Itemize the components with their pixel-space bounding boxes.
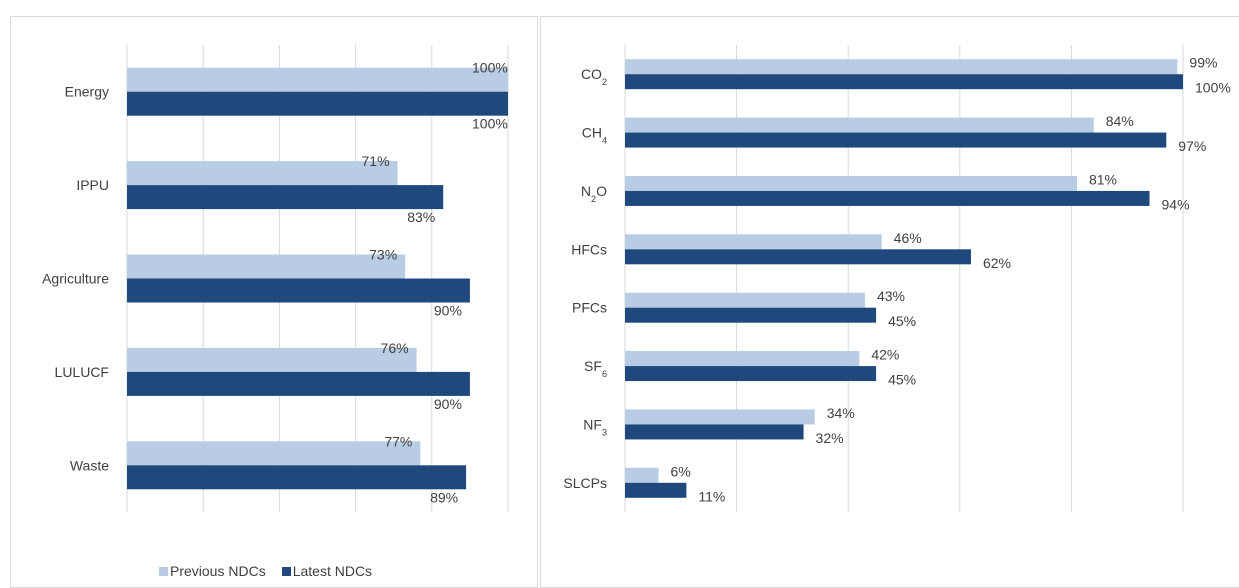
data-label-previous-agriculture: 73%: [369, 247, 397, 263]
data-label-previous-nf3: 34%: [827, 405, 855, 421]
data-label-latest-hfcs: 62%: [983, 255, 1011, 271]
category-label-agriculture: Agriculture: [42, 271, 109, 287]
data-label-latest-co2: 100%: [1195, 80, 1231, 96]
data-label-previous-lulucf: 76%: [381, 340, 409, 356]
legend-swatch-latest: [281, 566, 291, 576]
gas-chart-panel: CO2 99% 100% CH4 84% 97% N2O 81% 94% HFCs 46% 62% PF…: [540, 16, 1239, 588]
category-label-lulucf: LULUCF: [55, 364, 109, 380]
bar-latest-pfcs: [625, 307, 877, 323]
data-label-latest-n2o: 94%: [1162, 196, 1190, 212]
gas-chart: CO2 99% 100% CH4 84% 97% N2O 81% 94% HFCs 46% 62% PF…: [563, 45, 1231, 512]
bar-latest-energy: [127, 91, 508, 116]
bar-latest-waste: [127, 465, 467, 490]
legend-swatch-previous: [159, 566, 168, 576]
category-label-co2: CO2: [581, 66, 607, 87]
category-label-nf3: NF3: [583, 416, 607, 437]
bar-previous-nf3: [625, 409, 815, 425]
bar-previous-hfcs: [625, 234, 882, 250]
data-label-latest-waste: 89%: [430, 489, 458, 505]
category-label-ippu: IPPU: [76, 177, 109, 193]
data-label-latest-energy: 100%: [472, 116, 508, 132]
category-label-n2o: N2O: [581, 183, 607, 204]
legend-item-previous: Previous NDCs: [159, 563, 266, 579]
bar-previous-sf6: [625, 351, 860, 367]
data-label-previous-ch4: 84%: [1106, 113, 1134, 129]
bar-latest-n2o: [625, 190, 1150, 206]
bar-previous-n2o: [625, 175, 1077, 191]
category-label-pfcs: PFCs: [572, 300, 607, 316]
bar-previous-slcps: [625, 467, 659, 483]
bar-latest-co2: [625, 74, 1183, 90]
data-label-latest-ch4: 97%: [1178, 138, 1206, 154]
data-label-latest-agriculture: 90%: [434, 303, 462, 319]
data-label-previous-ippu: 71%: [362, 153, 390, 169]
category-label-waste: Waste: [70, 457, 109, 473]
legend-item-latest: Latest NDCs: [281, 563, 373, 579]
category-label-energy: Energy: [65, 84, 109, 100]
bar-previous-waste: [127, 441, 421, 466]
bar-latest-ippu: [127, 185, 444, 210]
category-label-sf6: SF6: [584, 358, 607, 379]
data-label-previous-waste: 77%: [384, 433, 412, 449]
bar-previous-ippu: [127, 161, 398, 186]
bar-previous-lulucf: [127, 347, 417, 372]
category-label-slcps: SLCPs: [563, 475, 607, 491]
bar-previous-pfcs: [625, 292, 865, 308]
data-label-latest-sf6: 45%: [888, 372, 916, 388]
data-label-latest-nf3: 32%: [816, 430, 844, 446]
data-label-previous-energy: 100%: [472, 60, 508, 76]
bar-latest-sf6: [625, 366, 877, 382]
data-label-latest-slcps: 11%: [698, 488, 725, 504]
data-label-previous-hfcs: 46%: [894, 230, 922, 246]
bar-previous-co2: [625, 59, 1178, 75]
data-label-previous-pfcs: 43%: [877, 288, 905, 304]
data-label-latest-lulucf: 90%: [434, 396, 462, 412]
data-label-latest-pfcs: 45%: [888, 313, 916, 329]
bar-previous-energy: [127, 67, 508, 92]
bar-latest-agriculture: [127, 278, 470, 303]
bar-latest-lulucf: [127, 371, 470, 396]
bar-latest-slcps: [625, 482, 687, 498]
legend-label-latest: Latest NDCs: [292, 563, 373, 579]
sector-chart: Energy 100% 100% IPPU 71% 83% Agriculture 73% 90…: [42, 45, 509, 512]
bar-previous-agriculture: [127, 254, 406, 279]
data-label-previous-slcps: 6%: [670, 463, 690, 479]
bar-latest-ch4: [625, 132, 1167, 148]
category-label-hfcs: HFCs: [571, 241, 607, 257]
data-label-latest-ippu: 83%: [407, 209, 435, 225]
sector-chart-panel: Energy 100% 100% IPPU 71% 83% Agriculture 73% 90…: [10, 16, 538, 588]
bar-previous-ch4: [625, 117, 1094, 133]
chart-legend: Previous NDCs Latest NDCs: [159, 563, 382, 579]
data-label-previous-sf6: 42%: [871, 347, 899, 363]
category-label-ch4: CH4: [582, 125, 607, 146]
bar-latest-hfcs: [625, 249, 971, 265]
bar-latest-nf3: [625, 424, 804, 440]
legend-label-previous: Previous NDCs: [170, 563, 266, 579]
data-label-previous-co2: 99%: [1189, 55, 1217, 71]
data-label-previous-n2o: 81%: [1089, 171, 1117, 187]
